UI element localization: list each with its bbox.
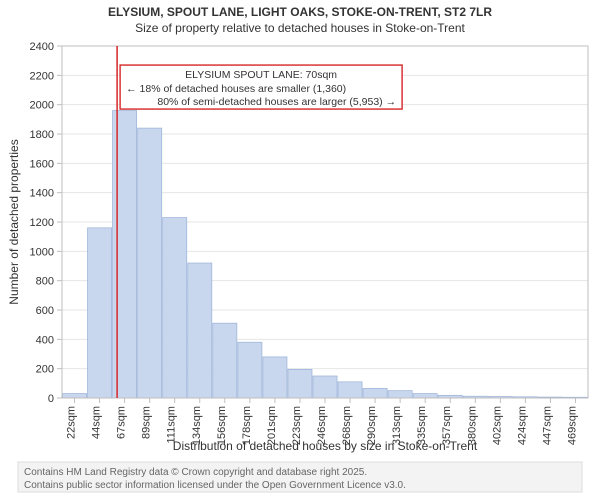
x-tick-label: 89sqm: [141, 406, 153, 439]
x-axis-title: Distribution of detached houses by size …: [173, 439, 478, 453]
bar: [88, 228, 112, 398]
annotation-line: ELYSIUM SPOUT LANE: 70sqm: [185, 69, 337, 81]
y-tick-label: 1000: [30, 246, 54, 258]
y-tick-label: 200: [36, 364, 54, 376]
x-tick-label: 402sqm: [491, 406, 503, 445]
y-axis-title: Number of detached properties: [7, 139, 21, 304]
y-tick-label: 600: [36, 305, 54, 317]
x-tick-label: 22sqm: [66, 406, 78, 439]
bar: [388, 391, 412, 398]
footer-line: Contains public sector information licen…: [24, 480, 406, 491]
y-tick-label: 400: [36, 334, 54, 346]
footer: Contains HM Land Registry data © Crown c…: [18, 462, 582, 492]
bar: [363, 388, 387, 398]
y-tick-label: 1200: [30, 217, 54, 229]
y-tick-label: 2200: [30, 70, 54, 82]
bar: [413, 394, 437, 398]
chart-subtitle: Size of property relative to detached ho…: [135, 21, 465, 35]
annotation-line: 80% of semi-detached houses are larger (…: [157, 96, 396, 108]
bar: [313, 376, 337, 398]
y-tick-label: 2000: [30, 100, 54, 112]
x-tick-label: 44sqm: [91, 406, 103, 439]
footer-line: Contains HM Land Registry data © Crown c…: [24, 467, 367, 478]
y-tick-label: 1400: [30, 188, 54, 200]
y-tick-label: 2400: [30, 41, 54, 53]
x-tick-label: 67sqm: [116, 406, 128, 439]
x-tick-label: 469sqm: [566, 406, 578, 445]
bar: [213, 323, 237, 398]
y-tick-label: 1600: [30, 158, 54, 170]
bar: [63, 394, 87, 398]
y-tick-label: 800: [36, 276, 54, 288]
y-tick-label: 1800: [30, 129, 54, 141]
bar: [138, 128, 162, 398]
x-tick-label: 111sqm: [166, 406, 178, 444]
bar: [238, 342, 262, 398]
bar: [188, 263, 212, 398]
annotation-box: ELYSIUM SPOUT LANE: 70sqm ← 18% of detach…: [120, 65, 402, 109]
bar: [263, 357, 287, 398]
x-tick-label: 424sqm: [516, 406, 528, 445]
bar: [338, 382, 362, 398]
chart-container: { "chart": { "type": "histogram", "aspec…: [0, 0, 600, 500]
bar: [163, 218, 187, 398]
bar: [288, 369, 312, 398]
chart-title: ELYSIUM, SPOUT LANE, LIGHT OAKS, STOKE-O…: [108, 5, 492, 19]
x-tick-label: 447sqm: [541, 406, 553, 445]
y-tick-label: 0: [48, 393, 54, 405]
annotation-line: ← 18% of detached houses are smaller (1,…: [126, 83, 346, 95]
bar: [113, 111, 137, 398]
histogram-chart: ELYSIUM, SPOUT LANE, LIGHT OAKS, STOKE-O…: [0, 0, 600, 500]
